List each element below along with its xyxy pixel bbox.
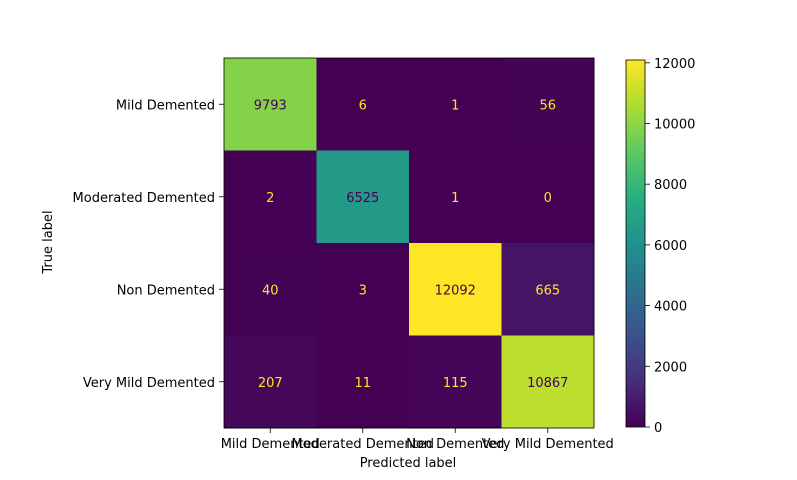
y-axis-label: True label — [41, 210, 56, 274]
matrix-cell — [409, 150, 502, 244]
cell-value-label: 3 — [359, 283, 367, 298]
matrix-cell — [316, 58, 410, 151]
cell-value-label: 665 — [535, 283, 560, 298]
colorbar-tick-label: 12000 — [654, 57, 695, 72]
colorbar: 0 2000 4000 6000 8000 10000 12000 — [625, 57, 695, 436]
x-tick-label: Mild Demented — [221, 437, 320, 452]
cell-value-label: 11 — [354, 376, 371, 391]
matrix-cell — [316, 335, 410, 429]
cell-value-label: 115 — [443, 376, 468, 391]
cell-value-label: 2 — [266, 191, 274, 206]
y-axis-ticks: Mild Demented Moderated Demented Non Demen… — [73, 98, 224, 391]
cell-value-label: 6 — [359, 98, 367, 113]
matrix-cell — [501, 243, 595, 336]
colorbar-tick-label: 0 — [654, 421, 662, 436]
x-tick-label: Moderated Demented — [292, 437, 434, 452]
cell-value-label: 9793 — [254, 98, 287, 113]
colorbar-tick-label: 2000 — [654, 360, 687, 375]
colorbar-tick-label: 8000 — [654, 178, 687, 193]
plot-frame — [223, 57, 595, 429]
matrix-cell — [409, 335, 502, 429]
y-tick-label: Mild Demented — [116, 98, 215, 113]
cell-value-label: 56 — [539, 98, 556, 113]
matrix-cell — [316, 243, 410, 336]
cell-value-label: 6525 — [346, 191, 379, 206]
colorbar-tick-label: 6000 — [654, 239, 687, 254]
matrix-cell — [501, 150, 595, 244]
cell-value-label: 0 — [544, 191, 552, 206]
matrix-cell — [316, 150, 410, 244]
matrix-cell — [224, 58, 317, 151]
matrix-cell — [224, 150, 317, 244]
colorbar-tick-label: 10000 — [654, 117, 695, 132]
colorbar-tick-label: 4000 — [654, 300, 687, 315]
cell-value-label: 40 — [262, 283, 279, 298]
matrix-cell — [224, 243, 317, 336]
cell-value-label: 10867 — [527, 376, 568, 391]
cell-value-label: 207 — [258, 376, 283, 391]
y-tick-label: Moderated Demented — [73, 191, 215, 206]
y-tick-label: Non Demented — [117, 283, 215, 298]
x-tick-label: Very Mild Demented — [482, 437, 614, 452]
matrix-cell — [409, 243, 502, 336]
cell-value-label: 12092 — [435, 283, 476, 298]
y-tick-label: Very Mild Demented — [83, 376, 215, 391]
matrix-cell — [501, 58, 595, 151]
matrix-plot-area: 9793 6 1 56 2 6525 1 0 40 3 12092 665 207 11 115 10867 — [223, 57, 595, 429]
matrix-cell — [224, 335, 317, 429]
x-axis-label: Predicted label — [360, 456, 457, 471]
colorbar-gradient — [625, 59, 646, 428]
matrix-cell — [501, 335, 595, 429]
x-tick-label: Non Demented — [406, 437, 504, 452]
cell-value-label: 1 — [451, 191, 459, 206]
cell-value-label: 1 — [451, 98, 459, 113]
matrix-cell — [409, 58, 502, 151]
